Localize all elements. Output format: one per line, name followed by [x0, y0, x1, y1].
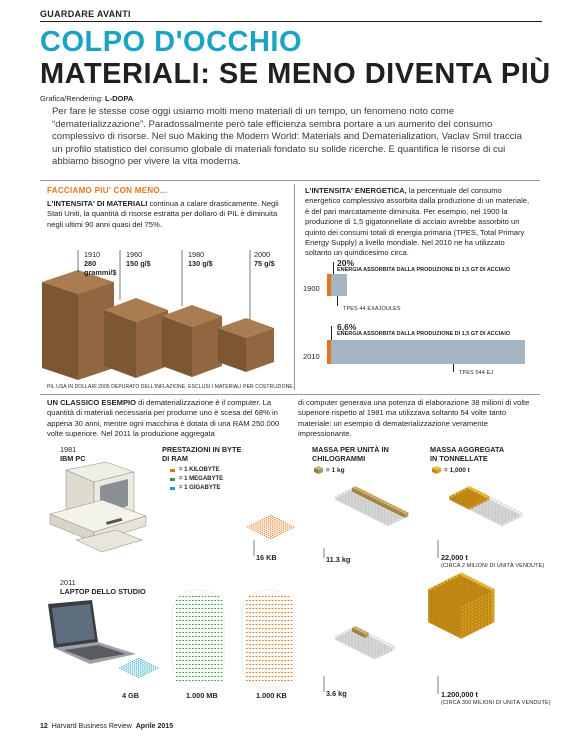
- label-2000-year: 2000: [254, 250, 271, 259]
- credit: Grafica/Rendering: L-DOPA: [40, 94, 133, 103]
- col-agg-title: MASSA AGGREGATA IN TONNELLATE: [430, 445, 504, 463]
- agg-cubes-1981-gold: [449, 486, 490, 510]
- credit-name: L-DOPA: [105, 94, 134, 103]
- pc-ram-label: 16 KB: [256, 553, 277, 562]
- ton-cube-icon: [432, 466, 441, 474]
- right-lead: L'INTENSITA' ENERGETICA, la percentuale …: [305, 186, 533, 259]
- divider: [40, 180, 540, 181]
- mass-unit-legend: = 1 kg: [314, 466, 345, 474]
- lap-ram-mb-label: 1.000 MB: [186, 691, 218, 700]
- ram-grid-2011-kb: [241, 589, 295, 689]
- top-rule: [40, 21, 542, 22]
- laptop-name: LAPTOP DELLO STUDIO: [60, 587, 146, 596]
- lap-agg-label: 1.200,000 t: [441, 690, 478, 699]
- example-lead-bold: UN CLASSICO ESEMPIO: [47, 398, 137, 407]
- label-1980-year: 1980: [188, 250, 205, 259]
- legend-gigabyte-swatch: [170, 486, 175, 490]
- label-1960: 1960 150 g/$: [126, 250, 151, 268]
- legend-megabyte: = 1 MEGABYTE: [170, 476, 223, 482]
- bar-1900-tpes-label: TPES 44 EXAJOULES: [343, 306, 401, 312]
- left-lead-bold: L'INTENSITA' DI MATERIALI: [47, 199, 148, 208]
- example-text-right: di computer generava una potenza di elab…: [298, 398, 530, 439]
- mass-cubes-2011-gold: [351, 626, 369, 639]
- ram-grid-1981: [246, 515, 295, 540]
- label-1960-value: 150 g/$: [126, 259, 151, 268]
- energy-chart: 20% ENERGIA ASSORBITA DALLA PRODUZIONE D…: [303, 258, 533, 380]
- issue-date: Aprile 2015: [135, 723, 174, 730]
- bar-1900-tpes: [327, 274, 347, 296]
- divider: [40, 394, 540, 395]
- column-divider: [294, 184, 295, 390]
- bar-1900-steel: [327, 274, 331, 296]
- label-1960-year: 1960: [126, 250, 143, 259]
- label-2000: 2000 75 g/$: [254, 250, 275, 268]
- bar-1900-pct: 20%: [337, 258, 355, 268]
- ram-grid-2011-mb: [171, 589, 225, 689]
- kg-cube-icon: [314, 466, 323, 474]
- legend-kilobyte-swatch: [170, 468, 175, 472]
- page-number: 12: [40, 723, 48, 730]
- col-perf-title: PRESTAZIONI IN BYTE DI RAM: [162, 445, 242, 463]
- magazine-name: Harvard Business Review: [51, 723, 132, 730]
- example-lead-text: di dematerializzazione è il computer. La…: [47, 398, 280, 439]
- ram-legend: = 1 KILOBYTE = 1 MEGABYTE = 1 GIGABYTE: [170, 467, 223, 494]
- bar-2010-year: 2010: [303, 352, 320, 361]
- lap-ram-kb-label: 1.000 KB: [256, 691, 287, 700]
- right-lead-bold: L'INTENSITA' ENERGETICA,: [305, 186, 407, 195]
- left-lead: L'INTENSITA' DI MATERIALI continua a cal…: [47, 199, 285, 230]
- bar-2010-steel: [327, 340, 331, 364]
- box-2000: [218, 318, 274, 372]
- left-footnote: PIL USA IN DOLLARI 2005 DEPURATO DELL'IN…: [47, 384, 295, 390]
- footer: 12 Harvard Business Review Aprile 2015: [40, 723, 173, 730]
- label-2000-value: 75 g/$: [254, 259, 275, 268]
- bar-1900-caption: ENERGIA ASSORBITA DALLA PRODUZIONE DI 1,…: [337, 267, 511, 273]
- bar-2010-caption: ENERGIA ASSORBITA DALLA PRODUZIONE DI 1,…: [337, 331, 511, 337]
- pc-year: 1981: [60, 445, 77, 454]
- legend-megabyte-swatch: [170, 477, 175, 481]
- bar-2010-pct: 6,6%: [337, 322, 357, 332]
- label-1910-value: 280 grammi/$: [84, 259, 117, 277]
- material-boxes-chart: [42, 250, 274, 380]
- bar-1900-year: 1900: [303, 284, 320, 293]
- label-1910-year: 1910: [84, 250, 101, 259]
- lap-ram-gb-label: 4 GB: [122, 691, 140, 700]
- agg-unit-legend: = 1,000 t: [432, 466, 470, 474]
- left-lead-text: continua a calare drasticamente. Negli S…: [47, 199, 279, 229]
- bar-2010-tpes: [327, 340, 525, 364]
- label-1980-value: 130 g/$: [188, 259, 213, 268]
- credit-prefix: Grafica/Rendering:: [40, 94, 103, 103]
- example-text-left: UN CLASSICO ESEMPIO di dematerializzazio…: [47, 398, 287, 440]
- ram-grid-2011-gb: [119, 658, 159, 678]
- lap-mass-label: 3.6 kg: [326, 689, 347, 698]
- mass-cubes-1981: [335, 486, 409, 527]
- left-kicker: FACCIAMO PIU' CON MENO...: [47, 186, 168, 195]
- title-line-1: COLPO D'OCCHIO: [40, 26, 303, 58]
- pc-mass-label: 11.3 kg: [326, 555, 351, 564]
- label-1980: 1980 130 g/$: [188, 250, 213, 268]
- col-mass-title: MASSA PER UNITÀ IN CHILOGRAMMI: [312, 445, 389, 463]
- label-1910: 1910 280 grammi/$: [84, 250, 122, 277]
- section-tag: GUARDARE AVANTI: [40, 9, 131, 19]
- legend-kilobyte: = 1 KILOBYTE: [170, 467, 223, 473]
- pc-agg-note: (CIRCA 2 MILIONI DI UNITÀ VENDUTE): [441, 563, 545, 569]
- laptop-label: 2011 LAPTOP DELLO STUDIO: [60, 578, 146, 596]
- mass-cubes-1981-gold: [351, 486, 409, 518]
- laptop-year: 2011: [60, 578, 76, 587]
- title-line-2: MATERIALI: SE MENO DIVENTA PIÙ: [40, 58, 551, 90]
- box-1910: [42, 270, 114, 380]
- bar-2010-tpes-label: TPES 544 EJ: [459, 370, 494, 376]
- pc-name: IBM PC: [60, 454, 86, 463]
- box-1960: [104, 298, 168, 378]
- agg-cubes-2011: [428, 572, 495, 639]
- pc-agg-label: 22,000 t: [441, 553, 468, 562]
- right-lead-text: la percentuale del consumo energetico co…: [305, 186, 530, 258]
- lap-agg-note: (CIRCA 300 MILIONI DI UNITÀ VENDUTE): [441, 700, 551, 706]
- box-1980: [162, 305, 222, 377]
- pc-label: 1981 IBM PC: [60, 445, 86, 463]
- legend-gigabyte: = 1 GIGABYTE: [170, 485, 223, 491]
- intro-paragraph: Per fare le stesse cose oggi usiamo molt…: [52, 106, 522, 168]
- laptop-illustration: [48, 600, 136, 664]
- ibm-pc-illustration: [49, 462, 147, 553]
